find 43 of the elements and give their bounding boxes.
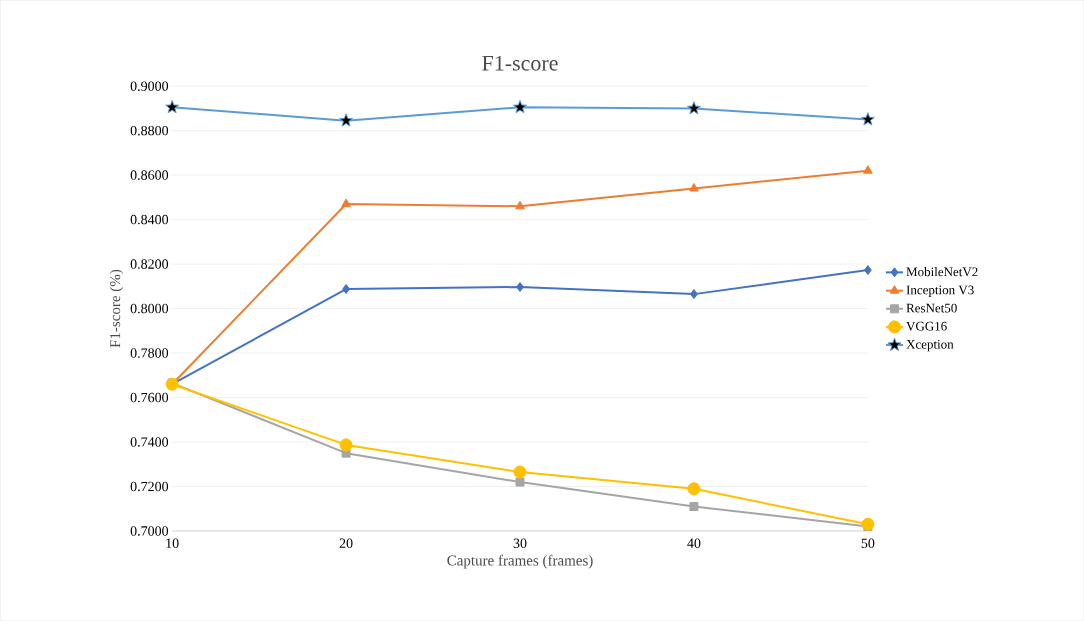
point bbox=[342, 283, 350, 294]
point bbox=[513, 99, 527, 114]
y-tick-label: 0.7200 bbox=[130, 481, 169, 492]
point bbox=[690, 289, 698, 300]
point bbox=[863, 165, 873, 174]
point bbox=[689, 182, 699, 192]
x-axis-title: Capture frames (frames) bbox=[447, 554, 593, 569]
point bbox=[339, 438, 353, 452]
x-tick-label: 10 bbox=[166, 538, 179, 548]
point bbox=[515, 477, 525, 487]
point bbox=[165, 99, 180, 114]
x-tick-label: 20 bbox=[339, 538, 353, 548]
point bbox=[513, 465, 527, 479]
point bbox=[860, 112, 875, 126]
point bbox=[686, 101, 701, 115]
y-axis-title: F1-score (%) bbox=[109, 269, 124, 348]
y-tick-label: 0.8000 bbox=[130, 303, 169, 314]
point bbox=[515, 200, 525, 210]
y-tick-label: 0.8200 bbox=[130, 259, 169, 269]
point bbox=[864, 265, 872, 276]
y-tick-label: 0.8600 bbox=[130, 170, 169, 180]
y-tick-label: 0.7600 bbox=[130, 392, 169, 403]
legend-label: Xception bbox=[906, 339, 954, 352]
point bbox=[687, 482, 701, 496]
y-tick-label: 0.8400 bbox=[130, 214, 169, 225]
point bbox=[339, 113, 354, 127]
y-tick-label: 0.7000 bbox=[130, 526, 169, 536]
legend-label: ResNet50 bbox=[906, 303, 957, 313]
point bbox=[516, 281, 524, 292]
legend-label: MobileNetV2 bbox=[906, 267, 978, 277]
chart-title: F1-score bbox=[482, 55, 558, 71]
legend-label: VGG16 bbox=[906, 321, 947, 331]
x-tick-label: 40 bbox=[687, 538, 701, 548]
x-tick-label: 50 bbox=[861, 538, 875, 548]
point bbox=[689, 501, 699, 511]
point bbox=[861, 517, 875, 531]
legend-label: Inception V3 bbox=[906, 285, 974, 297]
y-tick-label: 0.7800 bbox=[130, 348, 169, 358]
point bbox=[341, 198, 351, 207]
x-tick-label: 30 bbox=[513, 538, 527, 548]
y-tick-label: 0.8800 bbox=[130, 125, 169, 136]
y-tick-label: 0.9000 bbox=[130, 81, 169, 91]
y-tick-label: 0.7400 bbox=[130, 437, 169, 447]
